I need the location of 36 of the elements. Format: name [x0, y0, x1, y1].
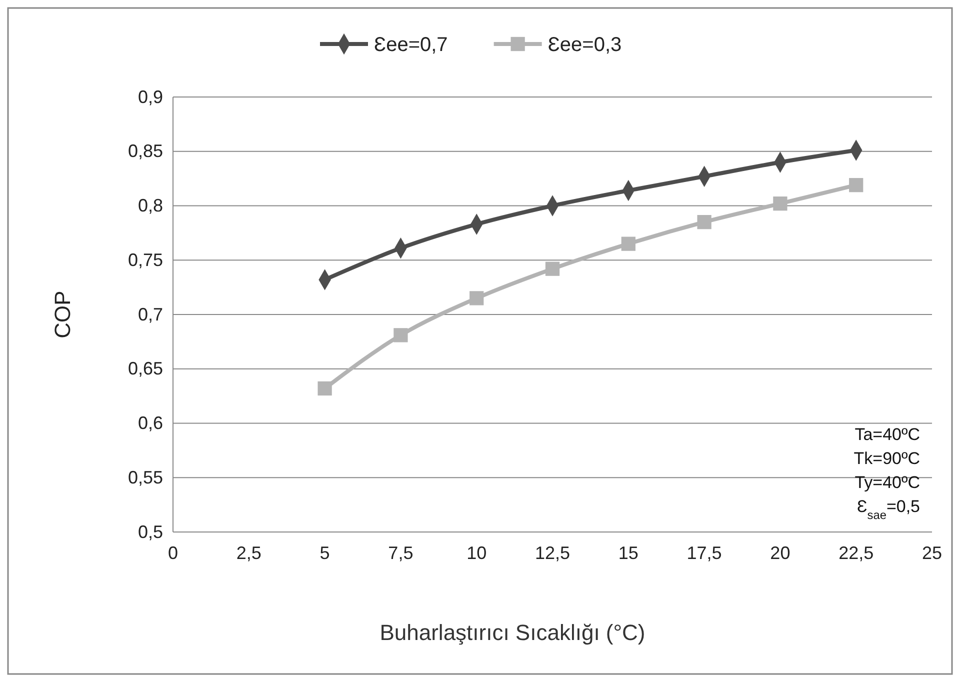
y-tick-label: 0,5	[138, 522, 163, 542]
x-tick-label: 17,5	[686, 542, 722, 563]
y-axis-title: COP	[50, 290, 75, 338]
annotation: Ty=40ºC	[854, 473, 920, 492]
y-tick-label: 0,55	[128, 467, 163, 488]
point	[470, 291, 484, 306]
point	[697, 214, 712, 230]
x-tick-label: 22,5	[838, 542, 874, 563]
x-tick-label: 20	[770, 542, 790, 563]
y-tick-label: 0,6	[138, 413, 163, 434]
y-tick-label: 0,65	[128, 358, 163, 379]
x-tick-label: 12,5	[534, 542, 570, 563]
x-tick-label: 5	[320, 542, 330, 563]
x-tick-label: 2,5	[236, 542, 262, 563]
annotation: Ɛ$_{sae}$=0,5	[856, 497, 920, 522]
point	[318, 381, 332, 396]
point	[849, 178, 864, 192]
x-tick-label: 10	[466, 542, 487, 563]
x-tick-label: 0	[168, 542, 178, 563]
annotation: Tk=90ºC	[854, 449, 920, 468]
y-tick-label: 0,9	[138, 86, 163, 107]
point	[394, 328, 408, 342]
legend-label: Ɛee=0,3	[548, 34, 622, 56]
point	[773, 196, 788, 211]
x-tick-label: 15	[618, 542, 638, 563]
y-tick-label: 0,85	[128, 141, 163, 162]
legend-label: Ɛee=0,7	[374, 34, 448, 56]
y-tick-label: 0,75	[128, 250, 163, 270]
point	[621, 236, 636, 251]
y-tick-label: 0,7	[138, 304, 163, 324]
y-tick-label: 0,8	[138, 196, 163, 216]
point	[545, 262, 560, 276]
annotation: Ta=40ºC	[854, 425, 920, 444]
x-tick-label: 7,5	[388, 542, 414, 563]
x-axis-title: Buharlaştırıcı Sıcaklığı (°C)	[380, 620, 646, 645]
x-tick-label: 25	[922, 542, 942, 563]
